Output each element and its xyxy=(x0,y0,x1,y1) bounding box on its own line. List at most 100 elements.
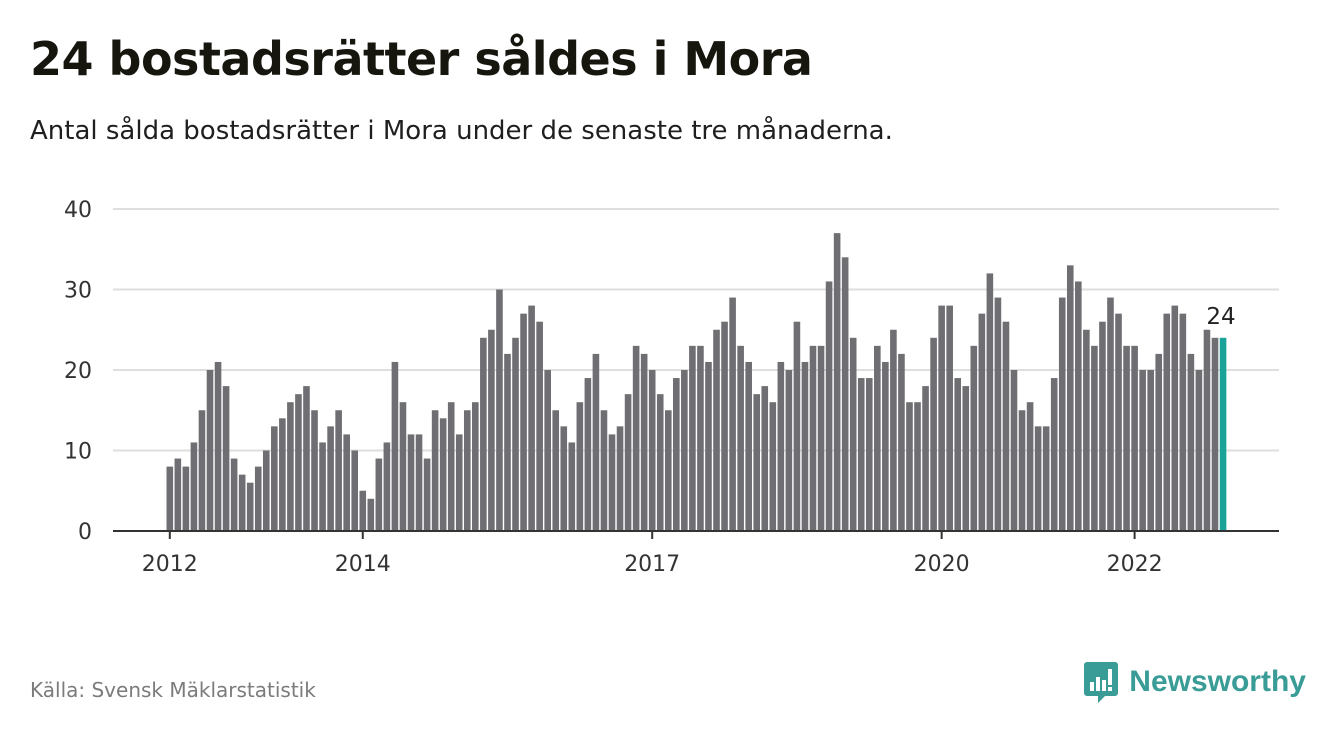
brand-name: Newsworthy xyxy=(1129,665,1306,698)
bar xyxy=(608,434,616,531)
bar xyxy=(287,402,294,531)
bar xyxy=(689,345,696,531)
bar xyxy=(890,329,897,531)
bar xyxy=(423,458,431,531)
bar xyxy=(262,450,270,531)
bar xyxy=(697,345,704,531)
bar xyxy=(737,345,744,531)
bar xyxy=(994,297,1002,531)
bar xyxy=(1083,329,1090,531)
bar xyxy=(1131,345,1138,531)
bar xyxy=(1203,329,1211,531)
bar xyxy=(455,434,463,531)
bar xyxy=(1026,402,1034,531)
y-tick-label: 40 xyxy=(64,198,92,223)
chart-title: 24 bostadsrätter såldes i Mora xyxy=(30,32,813,86)
bar xyxy=(568,442,576,531)
x-tick-label: 2022 xyxy=(1107,552,1163,577)
bar xyxy=(978,313,986,531)
bar xyxy=(986,273,994,531)
bar xyxy=(367,498,375,531)
bar xyxy=(327,426,334,531)
bar xyxy=(1042,426,1050,531)
bar xyxy=(407,434,415,531)
bar xyxy=(359,490,367,531)
bar xyxy=(431,410,439,531)
bar xyxy=(552,410,560,531)
bar xyxy=(496,289,503,531)
bar xyxy=(1195,370,1203,531)
bar xyxy=(1187,353,1195,531)
bar xyxy=(238,474,246,531)
bar xyxy=(656,394,664,531)
bar xyxy=(391,361,399,531)
bar xyxy=(809,345,817,531)
bar xyxy=(544,370,551,531)
bar xyxy=(761,386,769,531)
bar xyxy=(673,378,680,531)
bar xyxy=(383,442,391,531)
bar xyxy=(1179,313,1187,531)
bars xyxy=(166,233,1227,531)
bar xyxy=(624,394,632,531)
bar xyxy=(1066,265,1074,531)
bar xyxy=(1115,313,1122,531)
bar xyxy=(512,337,519,531)
bar xyxy=(1155,353,1163,531)
x-tick-label: 2017 xyxy=(624,552,680,577)
bar xyxy=(166,466,174,531)
bar xyxy=(415,434,423,531)
bar xyxy=(1050,378,1058,531)
bar xyxy=(214,361,222,531)
bar xyxy=(447,402,455,531)
bar xyxy=(962,386,970,531)
bar xyxy=(841,257,849,531)
bar xyxy=(632,345,640,531)
bar xyxy=(190,442,198,531)
bar xyxy=(488,329,495,531)
bar xyxy=(640,353,648,531)
bar xyxy=(480,337,487,531)
y-tick-label: 10 xyxy=(64,440,92,465)
bar xyxy=(206,370,214,531)
bar xyxy=(375,458,383,531)
bar xyxy=(721,321,728,531)
bar xyxy=(174,458,182,531)
bar xyxy=(857,378,865,531)
bar xyxy=(833,233,841,531)
bar xyxy=(769,402,777,531)
bar xyxy=(801,361,809,531)
bar xyxy=(922,386,929,531)
bar xyxy=(874,345,881,531)
bar xyxy=(1010,370,1018,531)
chart-subtitle: Antal sålda bostadsrätter i Mora under d… xyxy=(30,116,893,146)
bar xyxy=(930,337,937,531)
bar xyxy=(705,361,712,531)
bar xyxy=(246,482,254,531)
bar xyxy=(592,353,600,531)
bar xyxy=(793,321,801,531)
bar xyxy=(351,450,359,531)
bar xyxy=(279,418,286,531)
bar xyxy=(319,442,326,531)
bar xyxy=(1058,297,1066,531)
bar xyxy=(1171,305,1179,531)
bar xyxy=(399,402,407,531)
bar xyxy=(311,410,318,531)
bar xyxy=(1091,345,1098,531)
bar xyxy=(865,378,873,531)
bar xyxy=(463,410,471,531)
bar xyxy=(343,434,350,531)
bar xyxy=(616,426,624,531)
bar xyxy=(1123,345,1130,531)
bar xyxy=(1075,281,1082,531)
bar xyxy=(1163,313,1171,531)
bar xyxy=(472,402,479,531)
bar xyxy=(1147,370,1154,531)
bar xyxy=(745,361,752,531)
bar xyxy=(600,410,608,531)
bar xyxy=(938,305,945,531)
bar xyxy=(504,353,511,531)
bar xyxy=(817,345,825,531)
bar xyxy=(271,426,278,531)
